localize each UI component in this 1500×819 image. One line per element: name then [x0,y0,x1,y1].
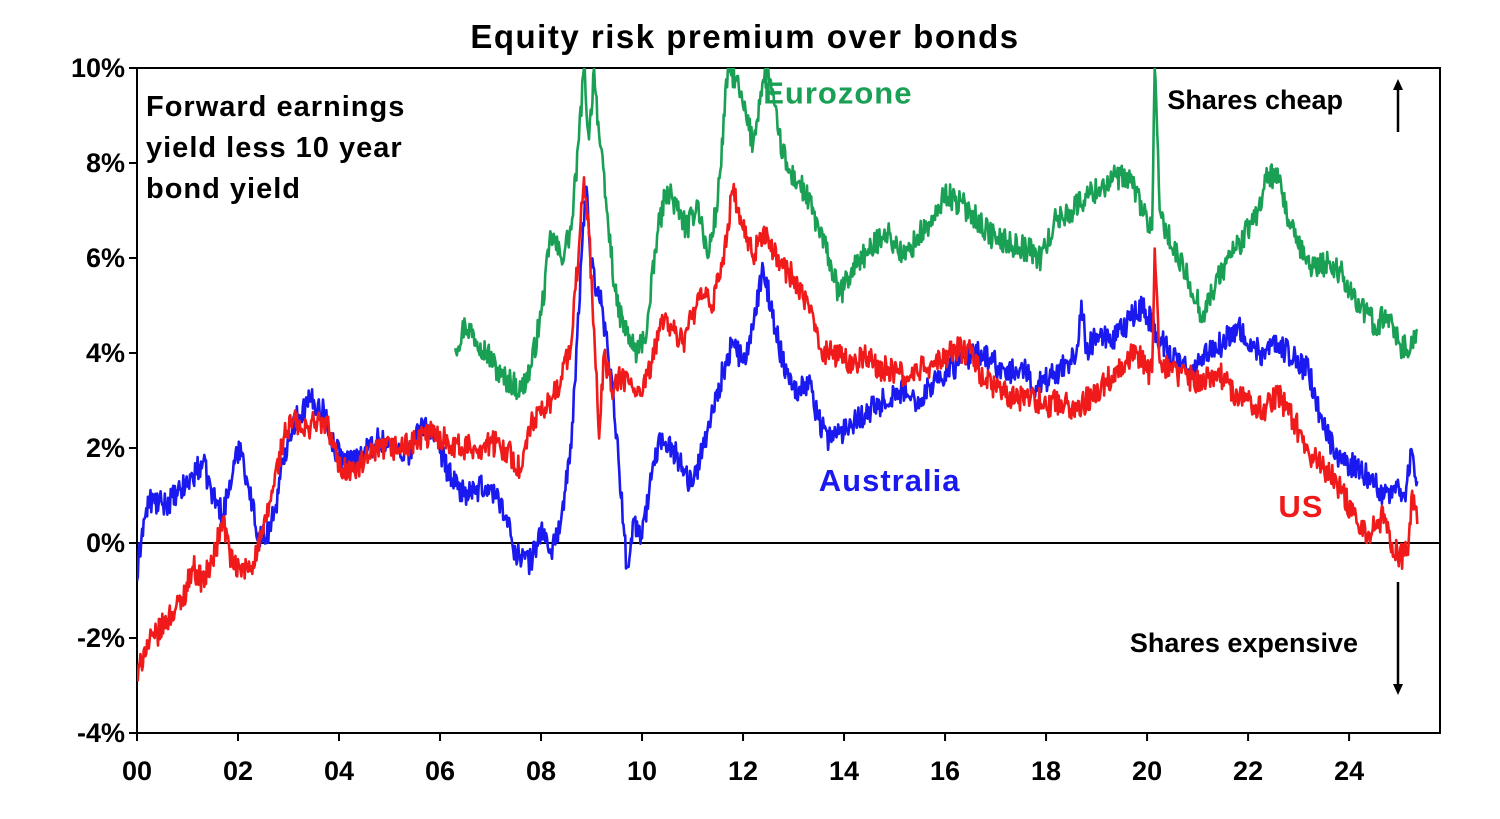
plot-border [136,67,1441,734]
x-axis: 00 02 04 06 08 10 12 14 16 18 20 22 24 [122,733,1364,786]
x-tick-label: 06 [425,756,455,786]
y-tick-label: 0% [86,528,125,558]
x-tick-label: 02 [223,756,253,786]
series-label-eurozone: Eurozone [763,76,912,111]
series-label-us: US [1278,489,1323,524]
y-tick-label: -2% [77,623,125,653]
x-tick-label: 00 [122,756,152,786]
y-tick-label: 10% [71,53,125,83]
x-tick-label: 12 [728,756,758,786]
x-tick-label: 24 [1334,756,1364,786]
x-tick-label: 20 [1132,756,1162,786]
annotation-shares-expensive-text: Shares expensive [1130,628,1358,658]
x-tick-label: 04 [324,756,354,786]
series-line-us [137,176,1419,682]
x-tick-label: 10 [627,756,657,786]
annotation-shares-cheap-text: Shares cheap [1167,85,1343,115]
series-line-australia [137,185,1419,582]
subtitle-line-2: yield less 10 year [146,132,403,164]
x-tick-label: 22 [1233,756,1263,786]
subtitle-line-3: bond yield [146,173,301,205]
series-line-eurozone [453,68,1419,401]
y-axis: 10% 8% 6% 4% 2% 0% -2% -4% [71,53,137,748]
series-label-australia: Australia [819,463,961,498]
x-tick-label: 16 [930,756,960,786]
y-tick-label: -4% [77,718,125,748]
y-tick-label: 2% [86,433,125,463]
x-tick-label: 14 [829,756,859,786]
x-tick-label: 08 [526,756,556,786]
series-labels: Eurozone Australia US [763,76,1323,524]
annotation-shares-expensive: Shares expensive [1130,582,1403,695]
subtitle-note: Forward earnings yield less 10 year bond… [146,91,405,205]
annotation-shares-cheap: Shares cheap [1167,79,1403,132]
y-tick-label: 4% [86,338,125,368]
down-arrow-head-icon [1393,684,1403,695]
up-arrow-head-icon [1393,79,1403,90]
x-tick-label: 18 [1031,756,1061,786]
y-tick-label: 8% [86,148,125,178]
plot-frame [136,67,1441,734]
subtitle-line-1: Forward earnings [146,91,405,123]
chart-title: Equity risk premium over bonds [470,18,1019,55]
y-tick-label: 6% [86,243,125,273]
series-lines [137,68,1419,682]
